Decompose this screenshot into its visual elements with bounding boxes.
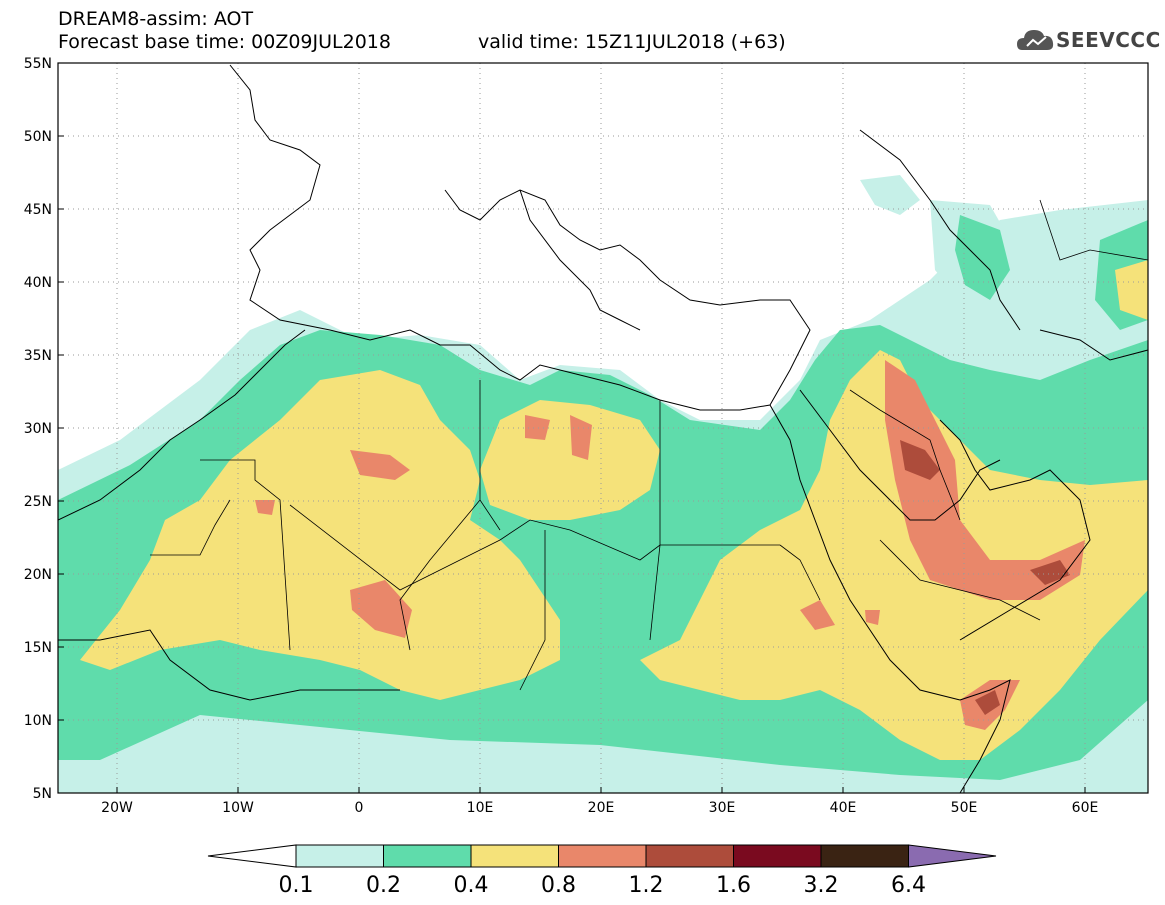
colorbar-label: 1.6 <box>716 873 751 898</box>
latitude-labels: 55N 50N 45N 40N 35N 30N 25N 20N 15N 10N … <box>24 56 52 802</box>
lon-label: 0 <box>355 800 364 816</box>
colorbar-segment <box>207 844 297 868</box>
lon-label: 60E <box>1072 800 1099 816</box>
colorbar-label: 3.2 <box>803 873 839 898</box>
lat-label: 40N <box>24 275 52 291</box>
lat-label: 5N <box>33 786 52 802</box>
forecast-base-time: Forecast base time: 00Z09JUL2018 <box>58 31 391 53</box>
lat-label: 45N <box>24 202 52 218</box>
valid-time: valid time: 15Z11JUL2018 (+63) <box>478 31 786 53</box>
lon-label: 20E <box>588 800 615 816</box>
lat-label: 20N <box>24 567 52 583</box>
lon-label: 30E <box>709 800 736 816</box>
colorbar-segment <box>558 844 647 868</box>
lat-label: 25N <box>24 494 52 510</box>
lon-label: 40E <box>830 800 857 816</box>
lat-label: 10N <box>24 713 52 729</box>
map-title: DREAM8-assim: AOT <box>58 8 254 30</box>
colorbar-segment <box>908 844 997 868</box>
lon-label: 10E <box>467 800 494 816</box>
colorbar-label: 0.4 <box>453 873 489 898</box>
colorbar-segment <box>820 844 909 868</box>
borders <box>150 199 1148 691</box>
lon-label: 20W <box>101 800 133 816</box>
colorbar-label: 0.1 <box>278 873 314 898</box>
colorbar <box>207 844 997 868</box>
colorbar-label: 0.2 <box>366 873 401 898</box>
lon-label: 10W <box>222 800 254 816</box>
lat-label: 55N <box>24 56 52 72</box>
tick-marks <box>58 62 1086 794</box>
cloud-icon <box>1017 30 1054 50</box>
colorbar-segment <box>733 844 822 868</box>
colorbar-label: 0.8 <box>541 873 576 898</box>
colorbar-segment <box>383 844 472 868</box>
lat-label: 50N <box>24 129 52 145</box>
seevccc-logo <box>1016 24 1156 58</box>
lat-label: 30N <box>24 421 52 437</box>
logo-text: SEEVCCC <box>1056 28 1161 52</box>
colorbar-segment <box>645 844 734 868</box>
lat-label: 35N <box>24 348 52 364</box>
longitude-labels: 20W 10W 0 10E 20E 30E 40E 50E 60E <box>101 800 1098 816</box>
colorbar-label: 1.2 <box>628 873 664 898</box>
colorbar-segment <box>295 844 384 868</box>
colorbar-segment <box>470 844 559 868</box>
lat-label: 15N <box>24 640 52 656</box>
colorbar-label: 6.4 <box>891 873 926 898</box>
lon-label: 50E <box>951 800 978 816</box>
aot-field <box>58 175 1148 793</box>
